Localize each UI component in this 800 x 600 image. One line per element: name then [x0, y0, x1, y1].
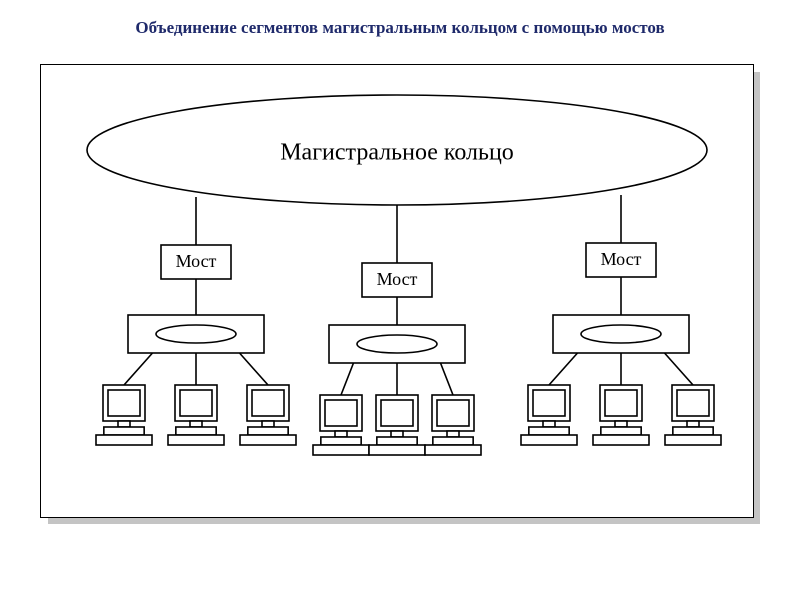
page-title: Объединение сегментов магистральным коль…: [0, 18, 800, 38]
diagram-frame: Магистральное кольцо Мост Мост Мост: [40, 64, 754, 518]
computer-0-0-base-top: [104, 427, 144, 435]
computer-0-0-base: [96, 435, 152, 445]
computer-1-1-base: [369, 445, 425, 455]
computer-1-2-neck: [447, 431, 459, 437]
computer-0-1-base-top: [176, 427, 216, 435]
computer-2-1-base-top: [601, 427, 641, 435]
bridge-label-0: Мост: [176, 251, 217, 271]
hub-to-pc-2-0: [549, 353, 577, 385]
computer-2-0-screen: [533, 390, 565, 416]
bridge-label-1: Мост: [377, 269, 418, 289]
computer-1-2-base-top: [433, 437, 473, 445]
computer-1-2-base: [425, 445, 481, 455]
computer-2-0-base-top: [529, 427, 569, 435]
computer-2-2-neck: [687, 421, 699, 427]
computer-1-1-screen: [381, 400, 413, 426]
diagram-container: Магистральное кольцо Мост Мост Мост: [40, 64, 760, 524]
hub-to-pc-1-2: [441, 363, 453, 395]
computer-2-1-base: [593, 435, 649, 445]
computer-0-1-base: [168, 435, 224, 445]
hub-to-pc-1-0: [341, 363, 353, 395]
computer-2-2-base: [665, 435, 721, 445]
computer-0-2-base: [240, 435, 296, 445]
computer-1-1-neck: [391, 431, 403, 437]
hub-to-pc-0-2: [240, 353, 268, 385]
computer-0-1-neck: [190, 421, 202, 427]
hub-box-0: [128, 315, 264, 353]
network-diagram: Магистральное кольцо Мост Мост Мост: [41, 65, 753, 517]
computer-2-1-screen: [605, 390, 637, 416]
hub-box-2: [553, 315, 689, 353]
computer-1-0-neck: [335, 431, 347, 437]
computer-1-0-base-top: [321, 437, 361, 445]
hub-to-pc-2-2: [665, 353, 693, 385]
computer-2-0-neck: [543, 421, 555, 427]
computer-1-2-screen: [437, 400, 469, 426]
computer-0-0-neck: [118, 421, 130, 427]
computer-2-0-base: [521, 435, 577, 445]
hub-box-1: [329, 325, 465, 363]
backbone-ring-label: Магистральное кольцо: [280, 140, 514, 166]
computer-2-2-base-top: [673, 427, 713, 435]
computer-0-2-neck: [262, 421, 274, 427]
computer-1-1-base-top: [377, 437, 417, 445]
computer-1-0-screen: [325, 400, 357, 426]
computer-0-2-screen: [252, 390, 284, 416]
computer-0-0-screen: [108, 390, 140, 416]
computer-0-1-screen: [180, 390, 212, 416]
hub-to-pc-0-0: [124, 353, 152, 385]
computer-2-1-neck: [615, 421, 627, 427]
computer-2-2-screen: [677, 390, 709, 416]
computer-1-0-base: [313, 445, 369, 455]
computer-0-2-base-top: [248, 427, 288, 435]
bridge-label-2: Мост: [601, 249, 642, 269]
